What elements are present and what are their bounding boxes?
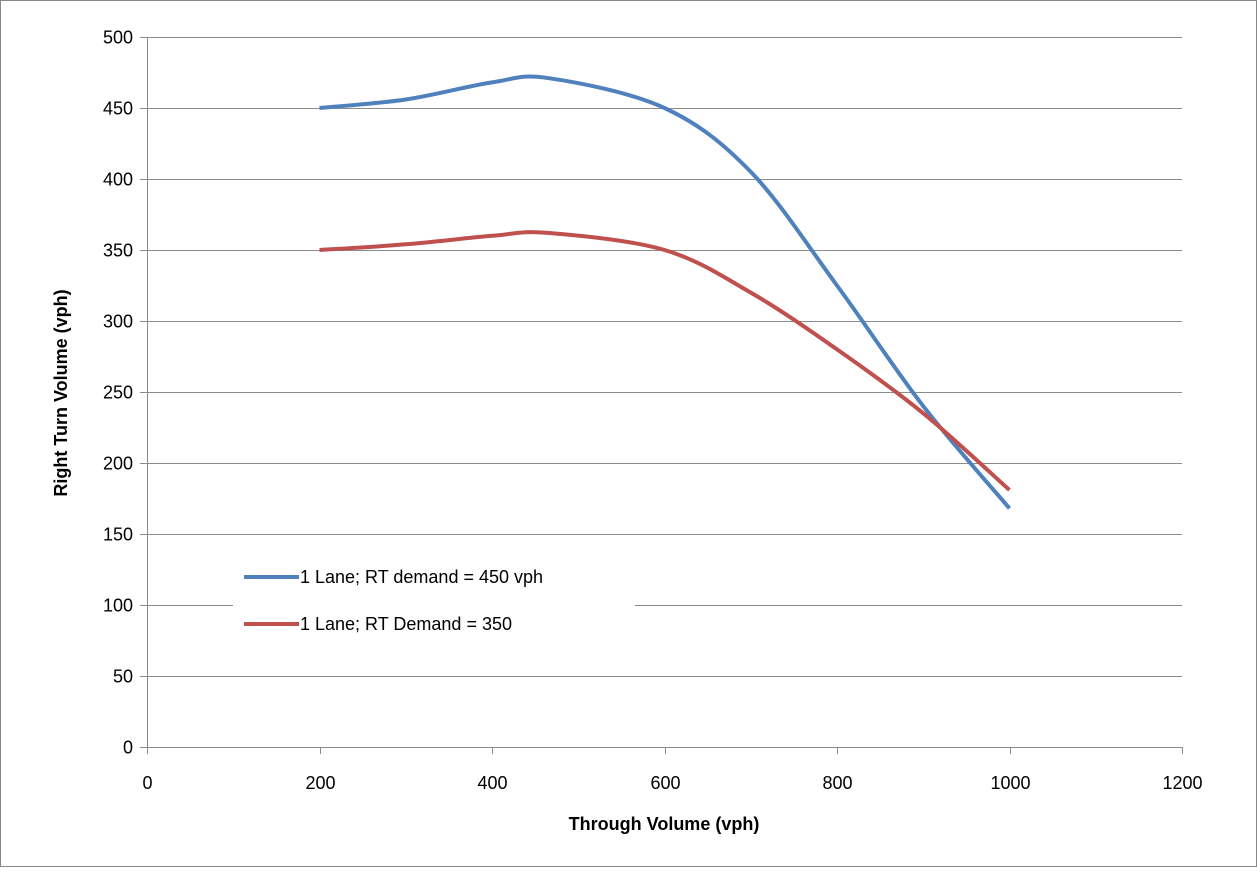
y-tick-label: 450 [103,99,133,119]
x-tick-label: 0 [142,773,152,793]
x-tick-label: 400 [477,773,507,793]
x-axis-title: Through Volume (vph) [569,814,760,834]
legend: 1 Lane; RT demand = 450 vph 1 Lane; RT De… [233,556,635,646]
legend-label-2: 1 Lane; RT Demand = 350 [300,614,512,634]
x-tick-label: 1200 [1162,773,1202,793]
y-tick-label: 200 [103,454,133,474]
y-tick-label: 150 [103,525,133,545]
y-tick-label: 300 [103,312,133,332]
x-tick-label: 600 [650,773,680,793]
series-line-1 [319,74,1012,510]
y-tick-label: 50 [113,667,133,687]
series-layer [319,74,1012,510]
x-tick-label: 200 [305,773,335,793]
series-line-2 [319,230,1011,492]
y-tick-label: 250 [103,383,133,403]
x-tick-label: 800 [822,773,852,793]
axes-layer: 0 50 100 150 200 250 300 350 400 450 500 0 200 400 600… [103,28,1203,794]
legend-background [233,556,635,646]
y-tick-label: 500 [103,28,133,48]
y-tick-label: 400 [103,170,133,190]
x-tick-label: 1000 [990,773,1030,793]
legend-label-1: 1 Lane; RT demand = 450 vph [300,567,543,587]
y-tick-label: 0 [123,738,133,758]
y-axis-title: Right Turn Volume (vph) [51,289,71,496]
y-tick-label: 100 [103,596,133,616]
y-tick-label: 350 [103,241,133,261]
